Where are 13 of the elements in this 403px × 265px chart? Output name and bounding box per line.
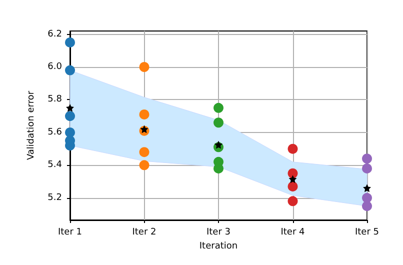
y-tick-label: 6.2 bbox=[48, 29, 62, 40]
x-tick-label: Iter 4 bbox=[280, 228, 306, 238]
x-tick-label: Iter 5 bbox=[354, 228, 380, 238]
x-tick-label: Iter 3 bbox=[206, 228, 231, 238]
y-tick-label: 5.6 bbox=[48, 127, 62, 138]
x-tick-label: Iter 2 bbox=[132, 228, 156, 238]
x-tick-label: Iter 1 bbox=[58, 228, 82, 238]
y-tick-label: 5.2 bbox=[48, 192, 62, 203]
y-tick-label: 5.8 bbox=[48, 94, 62, 105]
x-axis-title: Iteration bbox=[199, 241, 238, 252]
y-tick-label: 5.4 bbox=[48, 160, 62, 170]
y-tick-label: 6.0 bbox=[48, 62, 62, 72]
y-axis-title: Validation error bbox=[26, 90, 36, 160]
